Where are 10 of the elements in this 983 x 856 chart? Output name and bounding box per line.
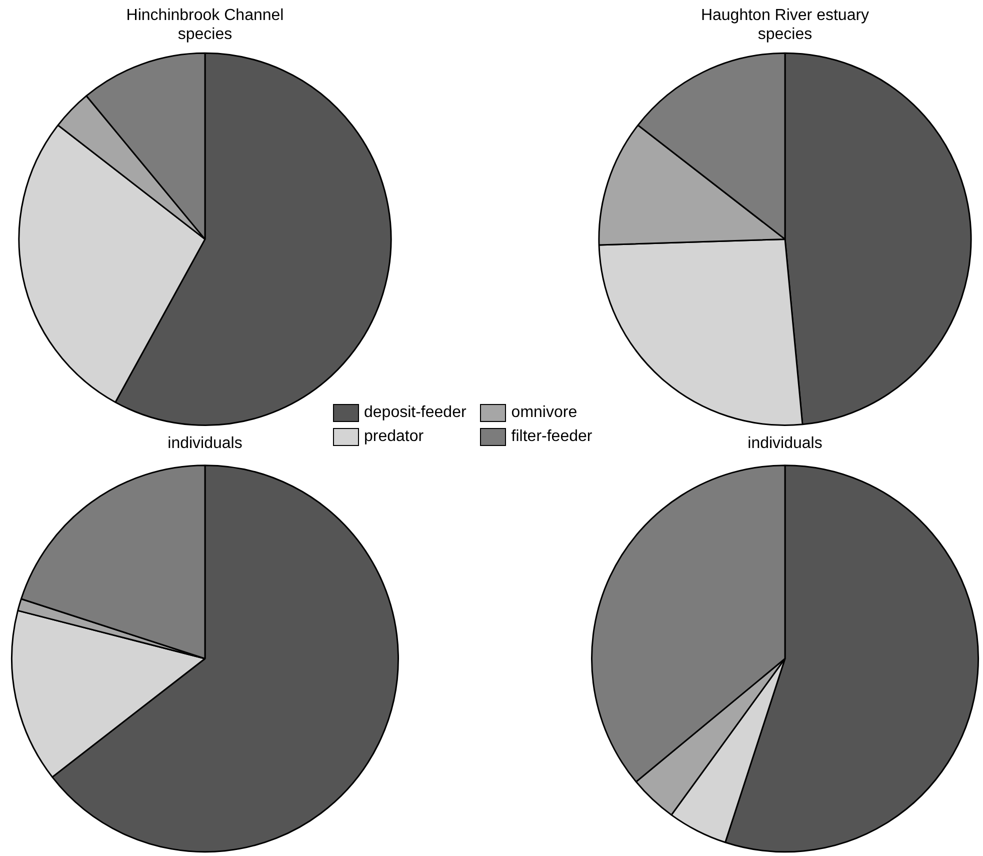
legend-label: omnivore xyxy=(511,404,578,422)
legend-label: predator xyxy=(364,428,424,446)
chart-title: individuals xyxy=(168,435,242,452)
chart-title: Haughton River estuary xyxy=(700,7,870,24)
chart-subtitle: species xyxy=(178,26,232,44)
legend-label: filter-feeder xyxy=(511,428,592,446)
legend-label: deposit-feeder xyxy=(364,404,466,422)
chart-title: individuals xyxy=(748,435,822,452)
chart-subtitle: species xyxy=(758,26,812,44)
chart-title: Hinchinbrook Channel xyxy=(126,7,284,24)
